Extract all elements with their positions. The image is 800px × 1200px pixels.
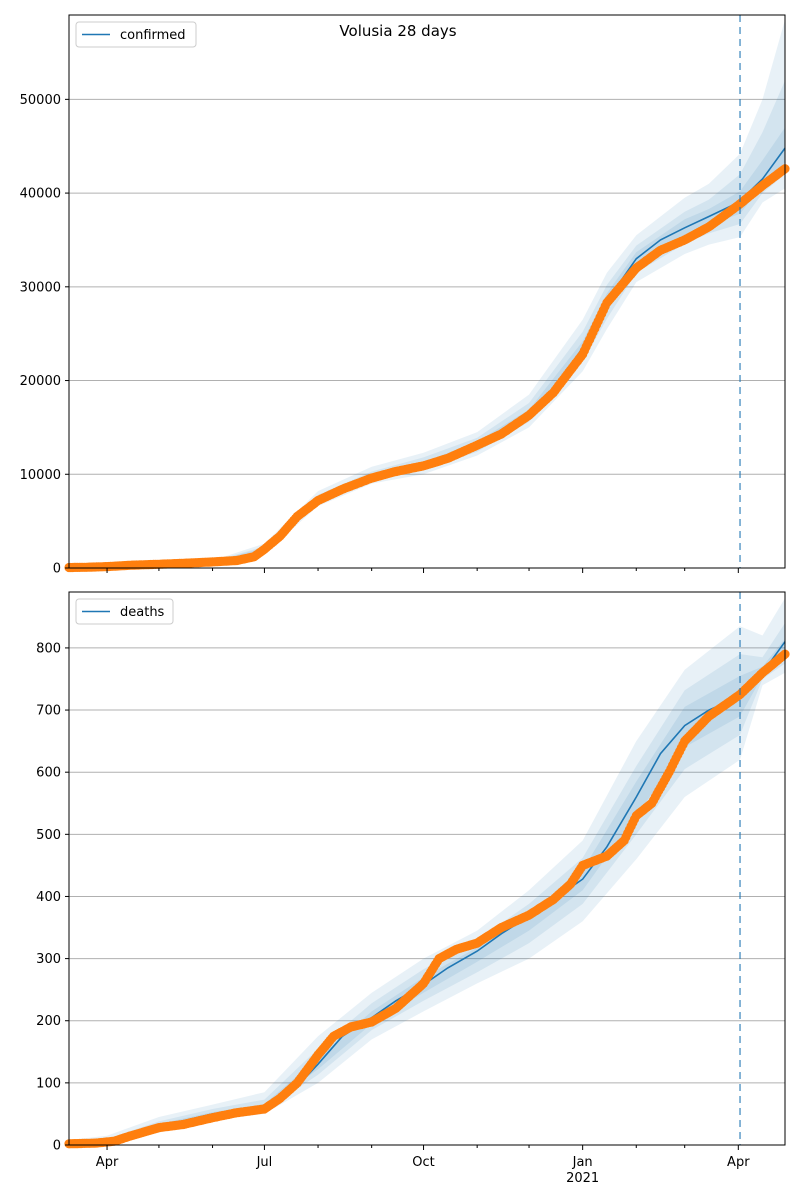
y-tick-label: 400 (36, 890, 61, 905)
y-tick-label: 40000 (20, 187, 61, 202)
x-tick-label: Oct (412, 1155, 434, 1170)
confidence-band (69, 623, 785, 1145)
axes-frame (68, 14, 786, 569)
legend: confirmed (75, 21, 197, 48)
chart-title: Volusia 28 days (339, 22, 456, 40)
legend-label: confirmed (120, 28, 186, 43)
x-tick-label: Apr (96, 1155, 119, 1170)
legend-box (75, 598, 174, 625)
legend: deaths (75, 598, 174, 625)
y-tick-label: 100 (36, 1076, 61, 1091)
x-tick-sublabel: 2021 (566, 1171, 599, 1186)
confidence-band (69, 19, 785, 568)
y-tick-label: 800 (36, 641, 61, 656)
legend-box (75, 21, 197, 48)
x-tick-label: Jul (256, 1155, 273, 1170)
panel-1: 0 100 200 300 400 500 600 700 800 Apr Jul Oct Jan202… (36, 591, 790, 1186)
y-tick-label: 500 (36, 828, 61, 843)
y-tick-label: 20000 (20, 374, 61, 389)
y-tick-label: 30000 (20, 280, 61, 295)
confidence-band (69, 80, 785, 568)
legend-label: deaths (120, 605, 165, 620)
y-tick-label: 0 (53, 562, 61, 577)
axes-frame (68, 591, 786, 1146)
y-tick-label: 50000 (20, 93, 61, 108)
panel-0: 0 10000 20000 30000 40000 50000 confirmed Volus… (20, 14, 790, 577)
y-tick-label: 700 (36, 704, 61, 719)
y-tick-label: 600 (36, 766, 61, 781)
confidence-band (69, 598, 785, 1145)
x-tick-label: Apr (727, 1155, 750, 1170)
x-tick-label: Jan (572, 1155, 593, 1170)
y-tick-label: 0 (53, 1139, 61, 1154)
y-tick-label: 300 (36, 952, 61, 967)
y-tick-label: 200 (36, 1014, 61, 1029)
y-tick-label: 10000 (20, 468, 61, 483)
